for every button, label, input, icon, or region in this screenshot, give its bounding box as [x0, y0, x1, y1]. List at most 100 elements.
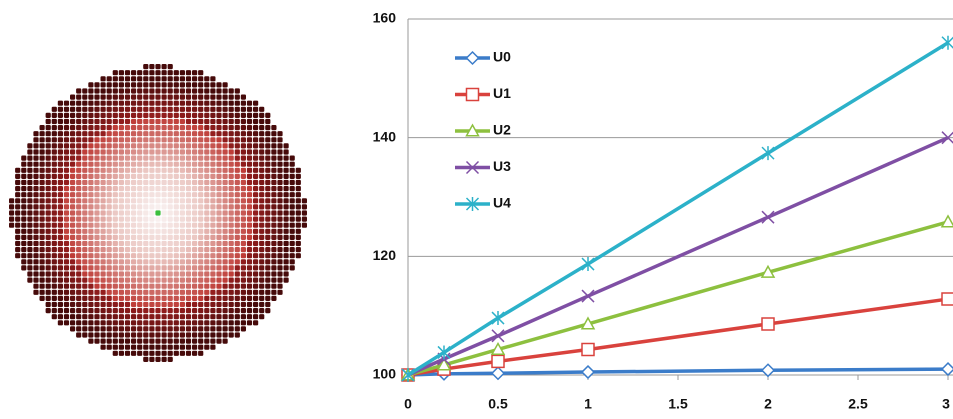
dot	[265, 186, 271, 192]
dot	[192, 320, 198, 326]
dot	[100, 277, 106, 283]
dot	[137, 155, 143, 161]
dot	[173, 259, 179, 265]
dot	[106, 186, 112, 192]
dot	[198, 247, 204, 253]
dot	[76, 88, 82, 94]
dot	[259, 186, 265, 192]
dot	[63, 308, 70, 314]
dot	[234, 186, 240, 192]
dot	[161, 332, 167, 338]
dot	[137, 161, 143, 167]
dot	[70, 234, 76, 240]
dot	[173, 271, 179, 277]
dot	[246, 125, 253, 131]
dot	[63, 131, 70, 137]
dot	[185, 204, 192, 210]
dot	[179, 204, 185, 210]
dot	[51, 198, 57, 204]
dot	[234, 295, 240, 301]
dot	[222, 137, 228, 143]
dot	[63, 210, 70, 216]
dot	[179, 173, 185, 179]
dot	[70, 179, 76, 186]
dot	[149, 216, 155, 222]
dot	[39, 265, 45, 271]
dot	[173, 82, 179, 88]
dot	[265, 259, 271, 265]
dot	[155, 332, 161, 338]
dot	[118, 167, 124, 173]
dot	[88, 247, 94, 253]
dot	[246, 265, 253, 271]
dot	[259, 247, 265, 253]
dot	[240, 143, 246, 149]
dot	[149, 64, 155, 70]
dot	[228, 204, 234, 210]
dot	[173, 247, 179, 253]
data-point	[761, 146, 775, 161]
dot	[45, 204, 51, 210]
dot	[173, 253, 179, 259]
dot	[33, 210, 39, 216]
dot	[63, 314, 70, 320]
dot	[228, 94, 234, 100]
dot	[265, 210, 271, 216]
dot	[100, 198, 106, 204]
dot	[289, 173, 295, 179]
dot	[240, 186, 246, 192]
dot	[131, 179, 137, 186]
dot	[204, 161, 210, 167]
dot	[88, 320, 94, 326]
dot	[45, 192, 51, 198]
dot	[155, 350, 161, 356]
dot	[204, 149, 210, 155]
dot	[70, 106, 76, 112]
dot	[112, 216, 118, 222]
dot	[277, 137, 283, 143]
dot	[198, 265, 204, 271]
dot	[155, 234, 161, 240]
dot	[301, 198, 307, 204]
dot	[185, 277, 192, 283]
dot	[57, 216, 63, 222]
dot	[271, 271, 277, 277]
dot	[216, 143, 222, 149]
dot	[179, 70, 185, 76]
dot	[131, 167, 137, 173]
dot	[124, 94, 131, 100]
dot	[88, 88, 94, 94]
dot	[204, 82, 210, 88]
dot	[82, 155, 88, 161]
dot	[88, 192, 94, 198]
dot	[45, 228, 51, 234]
dot	[210, 314, 216, 320]
dot	[57, 210, 63, 216]
dot	[143, 179, 149, 186]
dot	[118, 350, 124, 356]
dot	[21, 210, 27, 216]
dot	[259, 234, 265, 240]
dot	[94, 94, 100, 100]
dot	[100, 289, 106, 295]
dot	[204, 228, 210, 234]
dot	[27, 204, 33, 210]
dot	[131, 137, 137, 143]
dot	[124, 131, 131, 137]
dot	[94, 149, 100, 155]
dot	[271, 161, 277, 167]
dot	[167, 76, 173, 82]
dot	[179, 314, 185, 320]
dot	[301, 204, 307, 210]
dot	[124, 216, 131, 222]
dot	[45, 289, 51, 295]
dot	[88, 137, 94, 143]
dot	[277, 216, 283, 222]
dot	[155, 173, 161, 179]
dot	[167, 338, 173, 344]
dot	[192, 295, 198, 301]
dot	[63, 179, 70, 186]
dot	[118, 210, 124, 216]
dot	[277, 143, 283, 149]
